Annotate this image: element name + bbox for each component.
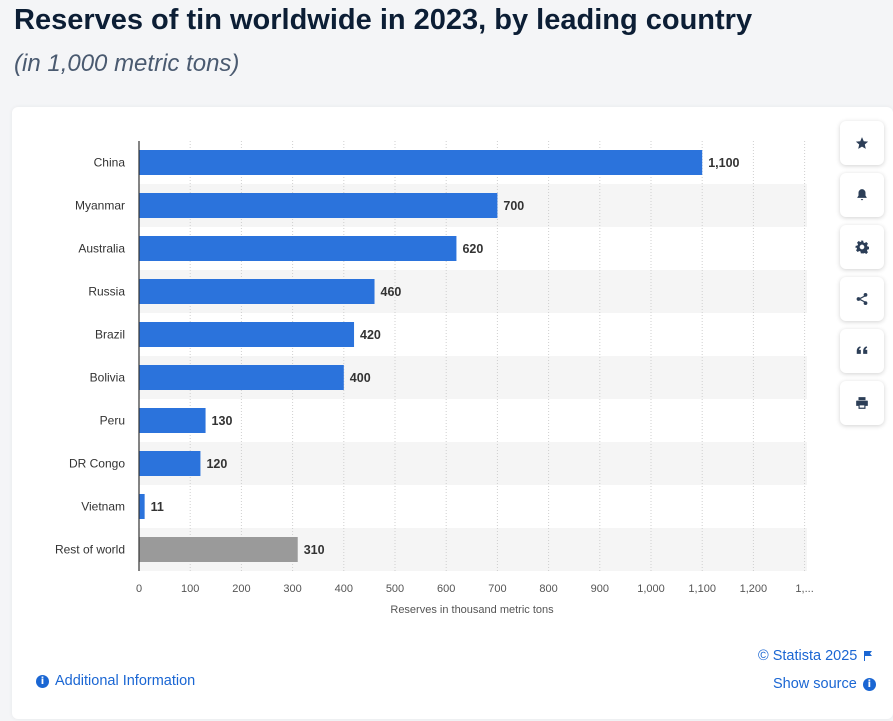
x-tick-label: 200 — [232, 583, 250, 595]
category-label: DR Congo — [69, 457, 125, 471]
page-title: Reserves of tin worldwide in 2023, by le… — [14, 4, 753, 36]
page-subtitle: (in 1,000 metric tons) — [14, 50, 240, 77]
category-label: Vietnam — [81, 500, 125, 514]
bar-brazil[interactable] — [139, 322, 355, 347]
category-label: Rest of world — [55, 543, 125, 557]
bar-vietnam[interactable] — [139, 494, 145, 519]
x-tick-label: 1,... — [795, 583, 813, 595]
category-label: Australia — [78, 242, 125, 256]
bar-myanmar[interactable] — [139, 193, 498, 218]
x-tick-label: 600 — [437, 583, 455, 595]
category-label: China — [94, 156, 126, 170]
value-label: 11 — [151, 500, 164, 514]
x-tick-label: 1,200 — [740, 583, 768, 595]
share-icon — [856, 293, 868, 305]
x-tick-label: 0 — [136, 583, 142, 595]
bell-icon — [857, 189, 867, 201]
statista-copyright-link[interactable]: © Statista 2025 — [758, 648, 873, 664]
x-tick-label: 100 — [181, 583, 199, 595]
value-label: 120 — [206, 457, 227, 471]
bar-russia[interactable] — [139, 279, 375, 304]
x-tick-label: 300 — [283, 583, 301, 595]
value-label: 420 — [360, 328, 381, 342]
value-label: 460 — [381, 285, 402, 299]
value-label: 310 — [304, 543, 325, 557]
show-source-label: Show source — [773, 676, 857, 692]
row-stripe — [139, 442, 807, 485]
bar-rest-of-world[interactable] — [139, 537, 298, 562]
bar-dr-congo[interactable] — [139, 451, 201, 476]
value-label: 620 — [462, 242, 483, 256]
share-button[interactable] — [840, 277, 884, 321]
x-tick-label: 1,000 — [637, 583, 665, 595]
category-label: Peru — [100, 414, 125, 428]
show-source-link[interactable]: Show source i — [773, 676, 876, 692]
value-label: 130 — [212, 414, 233, 428]
x-tick-label: 800 — [539, 583, 557, 595]
bar-china[interactable] — [139, 150, 703, 175]
additional-information-link[interactable]: i Additional Information — [36, 673, 195, 689]
settings-button[interactable] — [840, 225, 884, 269]
copyright-label: © Statista 2025 — [758, 648, 858, 664]
category-label: Bolivia — [90, 371, 126, 385]
value-label: 400 — [350, 371, 371, 385]
x-tick-label: 900 — [591, 583, 609, 595]
favorite-button[interactable] — [840, 121, 884, 165]
print-button[interactable] — [840, 381, 884, 425]
additional-information-label: Additional Information — [55, 673, 196, 689]
info-icon: i — [36, 674, 49, 688]
x-tick-label: 400 — [335, 583, 353, 595]
bar-australia[interactable] — [139, 236, 457, 261]
chart-card: China Myanmar Australia Russia Brazil Bolivia… — [12, 107, 893, 719]
printer-icon — [856, 397, 868, 409]
bar-bolivia[interactable] — [139, 365, 344, 390]
quote-icon — [856, 346, 868, 354]
category-label: Russia — [88, 285, 125, 299]
value-label: 700 — [503, 199, 524, 213]
flag-icon — [864, 651, 873, 661]
star-icon — [855, 137, 869, 149]
x-tick-label: 1,100 — [688, 583, 716, 595]
category-label: Myanmar — [75, 199, 125, 213]
value-label: 1,100 — [708, 156, 739, 170]
notification-button[interactable] — [840, 173, 884, 217]
bar-chart: China Myanmar Australia Russia Brazil Bolivia… — [55, 141, 814, 616]
category-label: Brazil — [95, 328, 125, 342]
x-axis-title: Reserves in thousand metric tons — [390, 604, 554, 616]
x-tick-label: 700 — [488, 583, 506, 595]
gear-icon — [855, 240, 869, 254]
cite-button[interactable] — [840, 329, 884, 373]
x-tick-label: 500 — [386, 583, 404, 595]
info-icon: i — [862, 677, 876, 691]
bar-peru[interactable] — [139, 408, 206, 433]
